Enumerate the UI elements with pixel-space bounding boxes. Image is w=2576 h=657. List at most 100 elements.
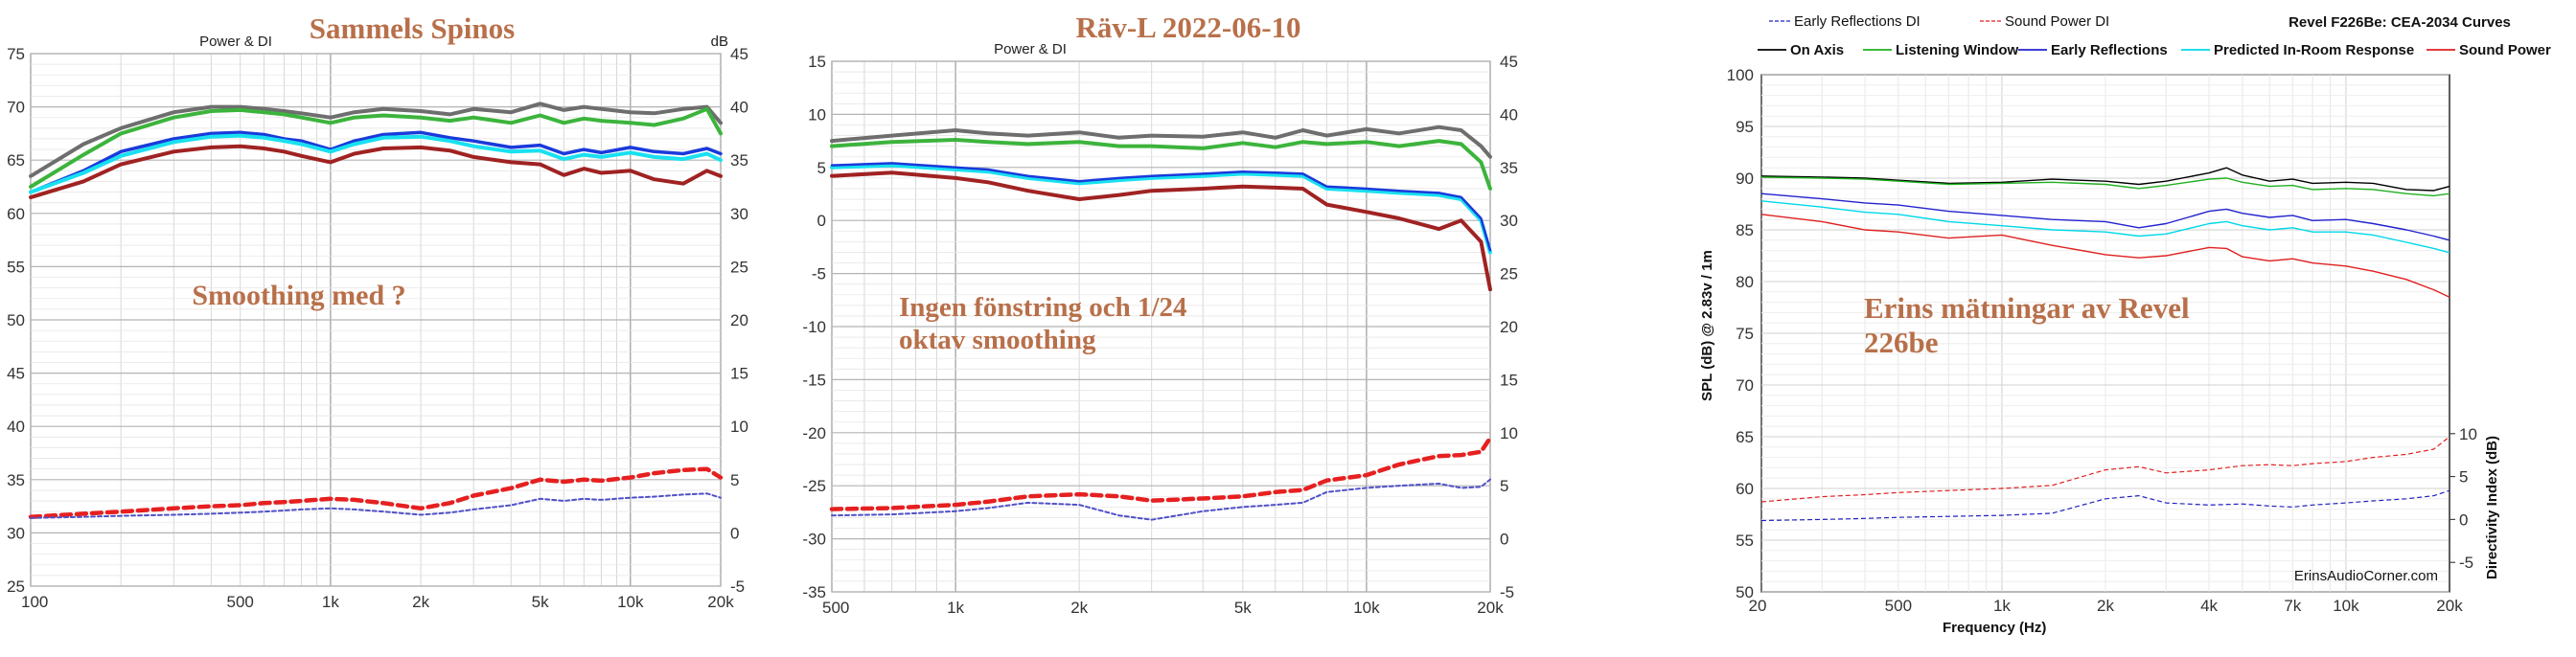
series-line-2-0 xyxy=(830,125,1492,159)
y-tick-label: 90 xyxy=(1736,170,1754,188)
y-tick-label: 70 xyxy=(7,99,25,117)
legend-label: Sound Power xyxy=(2459,42,2551,58)
y-tick-label: 75 xyxy=(1736,325,1754,343)
y-tick-label: 80 xyxy=(1736,273,1754,291)
series-line-1-1 xyxy=(29,106,723,189)
series-line-1-4 xyxy=(29,144,723,200)
series-line-2-1 xyxy=(830,138,1492,191)
x-tick-label: 2k xyxy=(2097,597,2114,615)
series-line-2-4 xyxy=(830,170,1492,292)
series-line-3-1 xyxy=(1760,176,2450,197)
y-tick-label: 95 xyxy=(1736,118,1754,136)
legend-label: Listening Window xyxy=(1896,42,2019,58)
y-tick-label: 40 xyxy=(7,418,25,436)
series-line-3-0 xyxy=(1760,167,2450,192)
y2-tick-label: 0 xyxy=(2459,510,2468,529)
series-line-3-4 xyxy=(1760,214,2450,298)
x-tick-label: 20k xyxy=(2436,597,2463,615)
y-tick-label: 60 xyxy=(7,205,25,223)
y-axis-label: SPL (dB) @ 2.83v / 1m xyxy=(1699,250,1715,401)
series-line-1-5 xyxy=(28,466,724,519)
y-tick-label: 60 xyxy=(1736,480,1754,498)
series-line-1-6 xyxy=(30,492,722,519)
x-tick-label: 10k xyxy=(1353,599,1380,617)
y2-tick-label: 30 xyxy=(1500,212,1518,230)
chart-title: Revel F226Be: CEA-2034 Curves xyxy=(2288,14,2511,31)
y-tick-label: 85 xyxy=(1736,221,1754,239)
series-line-3-2 xyxy=(1760,193,2450,241)
annotation-text: Smoothing med ? xyxy=(192,280,405,311)
y2-tick-label: 10 xyxy=(730,418,748,436)
y-tick-label: -35 xyxy=(802,583,826,601)
y-tick-label: 55 xyxy=(7,258,25,276)
x-tick-label: 2k xyxy=(1070,599,1088,617)
legend-label: Early Reflections xyxy=(2051,42,2168,58)
y-tick-label: 0 xyxy=(817,212,826,230)
annotation-text: oktav smoothing xyxy=(899,325,1096,355)
x-tick-label: 20 xyxy=(1749,597,1767,615)
y-tick-label: 35 xyxy=(7,471,25,489)
y2-axis-label: Directivity Index (dB) xyxy=(2484,436,2500,579)
right-unit-label: dB xyxy=(711,34,728,50)
y2-tick-label: 45 xyxy=(1500,53,1518,71)
series-line-2-3 xyxy=(830,162,1492,252)
series-line-2-6 xyxy=(831,478,1491,521)
y2-tick-label: 30 xyxy=(730,205,748,223)
y-tick-label: 75 xyxy=(7,45,25,63)
y-tick-label: -15 xyxy=(802,371,826,389)
y-tick-label: 45 xyxy=(7,365,25,383)
x-tick-label: 10k xyxy=(2333,597,2359,615)
chart-title: Räv-L 2022-06-10 xyxy=(1075,11,1300,44)
series-line-2-2 xyxy=(830,163,1492,255)
y2-tick-label: 10 xyxy=(2459,425,2477,443)
y2-tick-label: 15 xyxy=(1500,371,1518,389)
x-tick-label: 500 xyxy=(227,593,254,611)
y-tick-label: 30 xyxy=(7,524,25,542)
x-tick-label: 1k xyxy=(947,599,964,617)
y-tick-label: -10 xyxy=(802,318,826,336)
series-line-2-5 xyxy=(829,436,1493,511)
y-tick-label: 5 xyxy=(817,159,826,177)
y2-tick-label: 5 xyxy=(1500,477,1508,495)
x-tick-label: 2k xyxy=(412,593,429,611)
y2-tick-label: 45 xyxy=(730,45,748,63)
series-line-1-2 xyxy=(29,130,723,194)
y-tick-label: 65 xyxy=(7,151,25,170)
y-tick-label: 50 xyxy=(1736,583,1754,601)
x-tick-label: 1k xyxy=(322,593,339,611)
series-line-1-0 xyxy=(29,102,723,178)
y2-tick-label: 15 xyxy=(730,365,748,383)
y2-tick-label: 5 xyxy=(2459,468,2468,487)
x-tick-label: 4k xyxy=(2200,597,2218,615)
series-line-3-5 xyxy=(1760,436,2450,503)
legend-label: On Axis xyxy=(1790,42,1844,58)
chart-title: Sammels Spinos xyxy=(310,11,515,45)
y2-tick-label: 25 xyxy=(1500,265,1518,283)
x-tick-label: 500 xyxy=(1885,597,1912,615)
x-tick-label: 7k xyxy=(2284,597,2301,615)
y2-tick-label: -5 xyxy=(1500,583,1514,601)
y2-tick-label: -5 xyxy=(2459,554,2473,572)
legend-label: Early Reflections DI xyxy=(1794,13,1920,30)
x-tick-label: 5k xyxy=(532,593,549,611)
x-tick-label: 500 xyxy=(822,599,849,617)
y-tick-label: 55 xyxy=(1736,532,1754,550)
header-label: Power & DI xyxy=(994,41,1067,57)
y-tick-label: 10 xyxy=(808,105,826,124)
y-tick-label: 100 xyxy=(1727,66,1754,84)
x-tick-label: 1k xyxy=(1993,597,2011,615)
x-tick-label: 100 xyxy=(21,593,48,611)
x-tick-label: 5k xyxy=(1234,599,1252,617)
y-tick-label: -20 xyxy=(802,424,826,442)
y-tick-label: 70 xyxy=(1736,376,1754,395)
y2-tick-label: 5 xyxy=(730,471,739,489)
annotation-text: 226be xyxy=(1864,326,1939,359)
watermark: ErinsAudioCorner.com xyxy=(2294,568,2438,584)
x-tick-label: 20k xyxy=(707,593,734,611)
annotation-text: Ingen fönstring och 1/24 xyxy=(899,292,1187,323)
series-line-3-3 xyxy=(1760,200,2450,254)
y2-tick-label: 0 xyxy=(730,524,739,542)
y2-tick-label: -5 xyxy=(730,578,745,596)
x-tick-label: 20k xyxy=(1477,599,1504,617)
